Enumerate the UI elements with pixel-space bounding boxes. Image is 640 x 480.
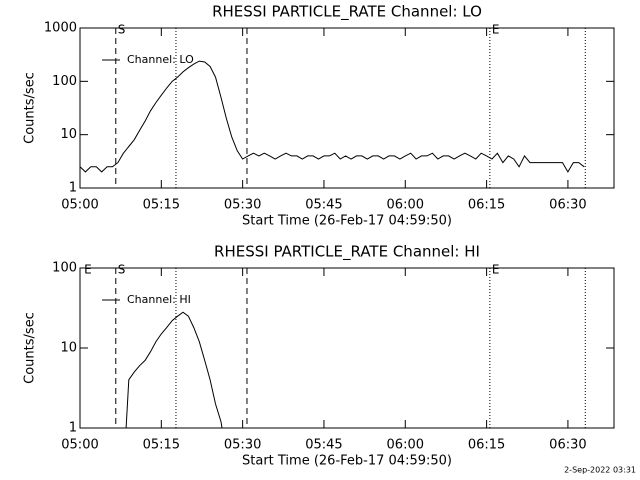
x-tick-label: 06:30 [549,198,586,213]
x-tick-label: 06:00 [387,198,424,213]
y-axis-label: Counts/sec [23,72,38,144]
x-tick-label: 06:00 [387,438,424,453]
legend-label: Channel: LO [127,53,194,66]
marker-label: S [118,263,126,277]
y-tick-label: 1 [69,421,77,436]
y-tick-label: 1 [69,181,77,196]
x-tick-label: 05:00 [61,438,98,453]
y-tick-label: 100 [52,261,77,276]
chart-title: RHESSI PARTICLE_RATE Channel: HI [214,243,480,262]
legend-label: Channel: HI [127,293,191,306]
y-tick-label: 10 [60,341,77,356]
chart-title: RHESSI PARTICLE_RATE Channel: LO [212,3,482,22]
marker-label: E [492,263,500,277]
y-tick-label: 100 [52,74,77,89]
y-tick-label: 10 [60,127,77,142]
x-tick-label: 06:15 [468,198,505,213]
x-tick-label: 05:45 [305,438,342,453]
x-tick-label: 06:30 [549,438,586,453]
x-tick-label: 05:30 [224,438,261,453]
x-tick-label: 05:45 [305,198,342,213]
marker-label: E [492,23,500,37]
x-tick-label: 05:15 [143,198,180,213]
data-line [125,311,223,429]
marker-label: S [118,23,126,37]
plot-frame [79,267,615,429]
marker-label: E [84,263,92,277]
y-tick-label: 1000 [44,21,77,36]
y-axis-label: Counts/sec [23,312,38,384]
x-tick-label: 05:30 [224,198,261,213]
x-tick-label: 06:15 [468,438,505,453]
x-axis-label: Start Time (26-Feb-17 04:59:50) [242,214,452,229]
footer: 2-Sep-2022 03:31 [564,466,636,475]
x-tick-label: 05:15 [143,438,180,453]
x-tick-label: 05:00 [61,198,98,213]
data-line [79,60,585,173]
x-axis-label: Start Time (26-Feb-17 04:59:50) [242,454,452,469]
plot-frame [79,27,615,189]
